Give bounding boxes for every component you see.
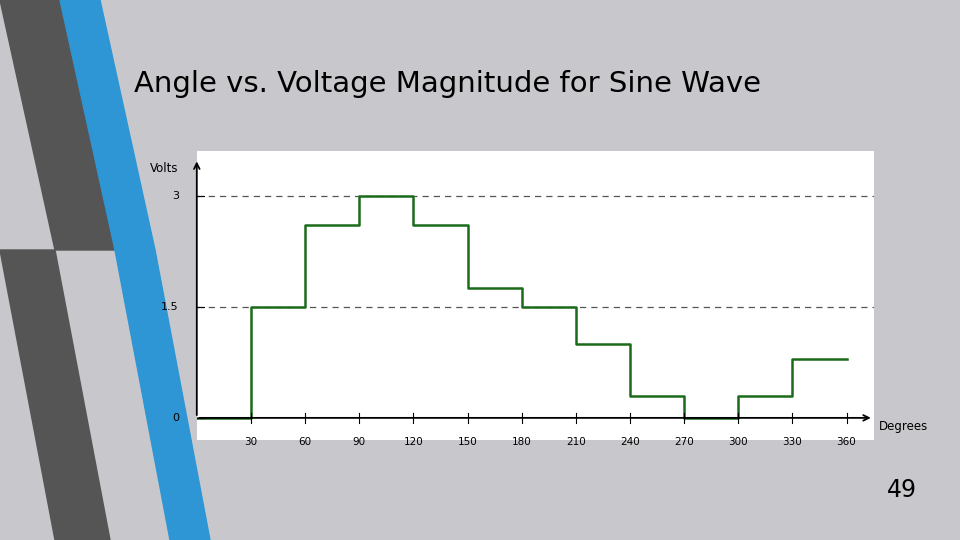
Text: 3: 3 (172, 191, 179, 201)
Text: 300: 300 (729, 437, 748, 447)
Text: 210: 210 (566, 437, 586, 447)
Text: 150: 150 (458, 437, 477, 447)
Text: 360: 360 (837, 437, 856, 447)
Text: 120: 120 (403, 437, 423, 447)
Text: 0: 0 (172, 413, 179, 423)
Text: 49: 49 (887, 478, 917, 502)
Text: Volts: Volts (151, 163, 179, 176)
Text: 60: 60 (299, 437, 312, 447)
Polygon shape (60, 0, 155, 250)
Text: 180: 180 (512, 437, 532, 447)
Text: 330: 330 (782, 437, 803, 447)
Text: 270: 270 (674, 437, 694, 447)
Text: 90: 90 (352, 437, 366, 447)
Polygon shape (0, 250, 110, 540)
Polygon shape (115, 250, 210, 540)
Text: 240: 240 (620, 437, 639, 447)
Text: Degrees: Degrees (879, 420, 928, 433)
Polygon shape (0, 0, 140, 250)
Text: Angle vs. Voltage Magnitude for Sine Wave: Angle vs. Voltage Magnitude for Sine Wav… (134, 70, 761, 98)
Text: 30: 30 (245, 437, 257, 447)
Text: 1.5: 1.5 (161, 302, 179, 312)
